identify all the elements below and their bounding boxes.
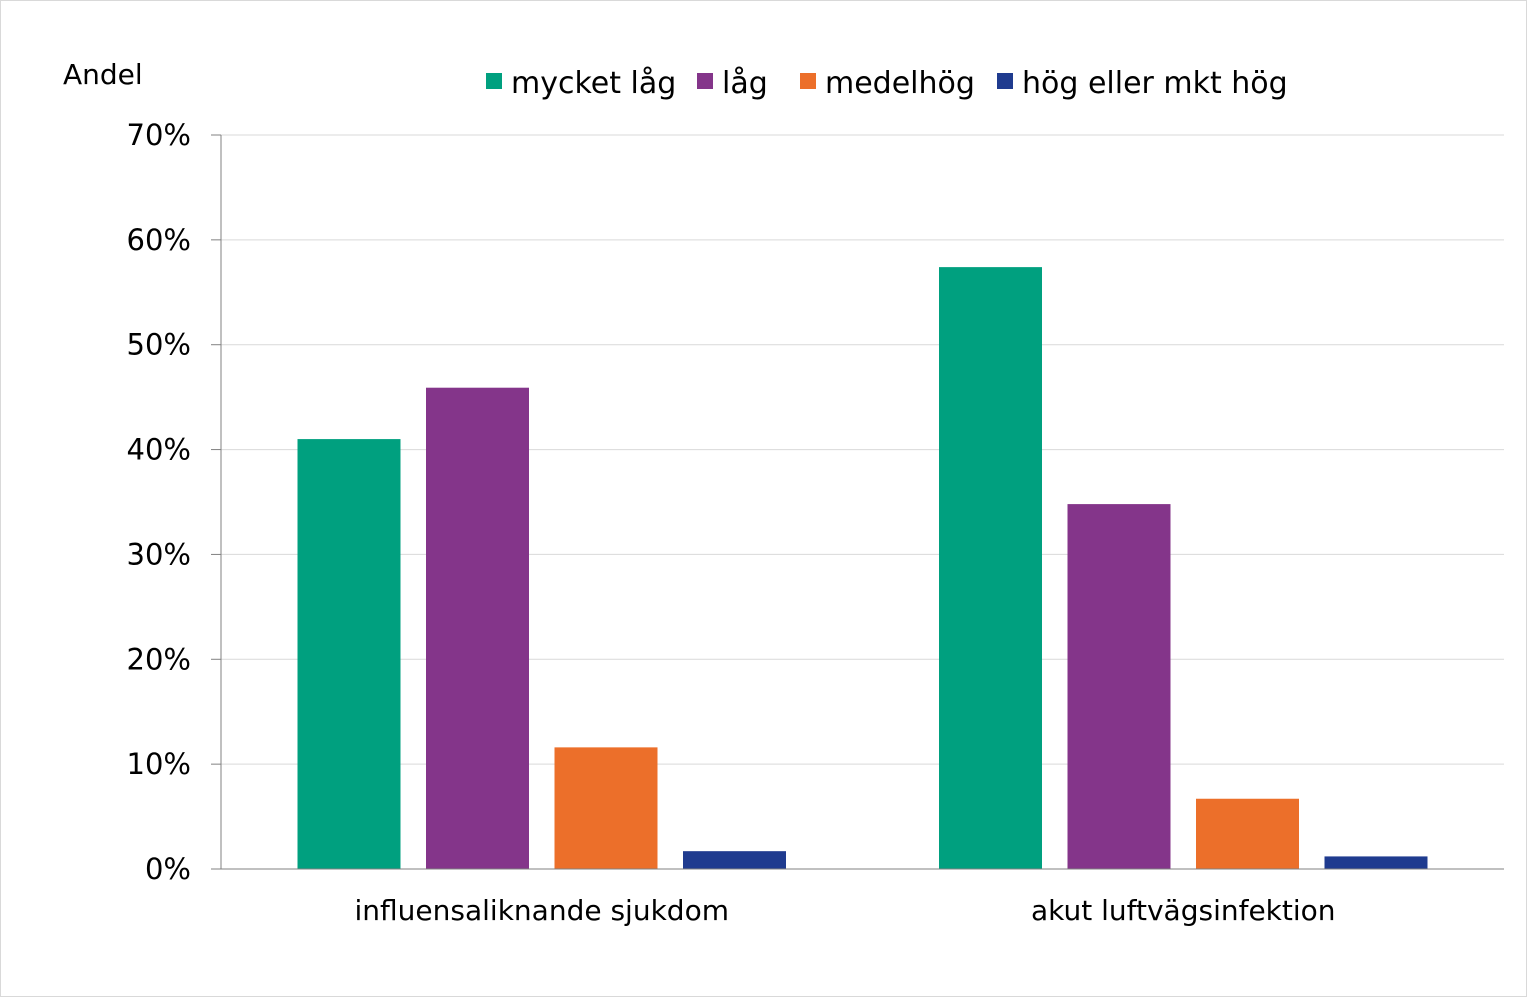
axes [211,134,1504,870]
bars [297,267,1428,869]
bar [683,851,786,869]
bar [554,747,658,869]
y-tick-label: 30% [127,537,191,571]
legend-swatch [800,73,816,89]
category-labels: influensaliknande sjukdom akut luftvägsin… [355,894,1336,927]
y-tick-label: 0% [145,852,191,886]
legend-label: låg [722,66,768,101]
y-tick-label: 40% [127,433,191,467]
category-label: akut luftvägsinfektion [1031,894,1336,927]
bar [297,439,401,869]
bar [1196,798,1299,869]
y-tick-label: 20% [127,642,191,676]
y-tick-label: 10% [127,747,191,781]
bar [426,387,529,869]
legend-swatch [997,73,1013,89]
y-axis-title: Andel [63,58,143,91]
y-tick-labels: 0% 10% 20% 30% 40% 50% 60% 70% [127,118,191,886]
gridlines [221,134,1504,765]
bar [1067,504,1171,869]
y-tick-label: 60% [127,223,191,257]
bar [1324,856,1428,869]
legend-swatch [697,73,713,89]
legend-swatch [486,73,502,89]
legend: mycket låg låg medelhög hög eller mkt hög [486,66,1288,101]
category-label: influensaliknande sjukdom [355,894,729,927]
y-tick-label: 50% [127,328,191,362]
legend-label: mycket låg [511,66,676,101]
legend-label: hög eller mkt hög [1022,66,1288,101]
legend-label: medelhög [825,66,975,101]
y-tick-label: 70% [127,118,191,152]
bar [939,267,1042,869]
